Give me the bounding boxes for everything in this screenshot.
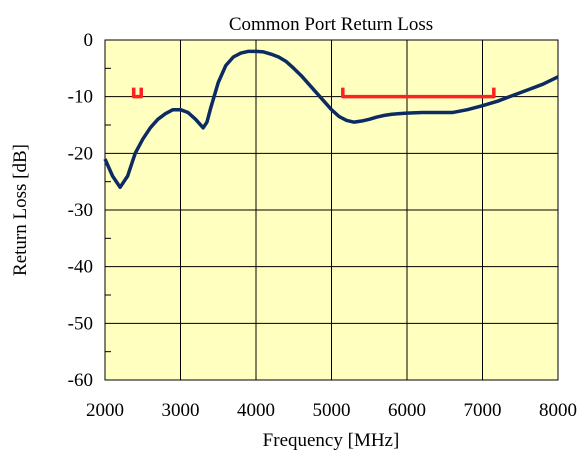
x-tick-label: 2000 (86, 400, 124, 421)
y-axis-label: Return Loss [dB] (10, 144, 31, 276)
y-tick-label: -10 (68, 87, 93, 108)
x-tick-label: 8000 (539, 400, 577, 421)
y-tick-label: -20 (68, 143, 93, 164)
spec-bracket (131, 87, 143, 99)
x-tick-label: 5000 (313, 400, 351, 421)
x-axis-label: Frequency [MHz] (263, 430, 400, 451)
y-tick-label: -30 (68, 200, 93, 221)
y-tick-label: -50 (68, 313, 93, 334)
y-tick-label: -40 (68, 257, 93, 278)
y-tick-label: -60 (68, 370, 93, 391)
spec-bracket (341, 87, 496, 99)
y-tick-label: 0 (84, 30, 94, 51)
x-tick-label: 6000 (388, 400, 426, 421)
data-line (103, 49, 559, 190)
chart-title: Common Port Return Loss (229, 14, 433, 35)
plot-border (104, 39, 559, 381)
x-tick-label: 7000 (464, 400, 502, 421)
x-tick-label: 4000 (237, 400, 275, 421)
x-tick-label: 3000 (162, 400, 200, 421)
